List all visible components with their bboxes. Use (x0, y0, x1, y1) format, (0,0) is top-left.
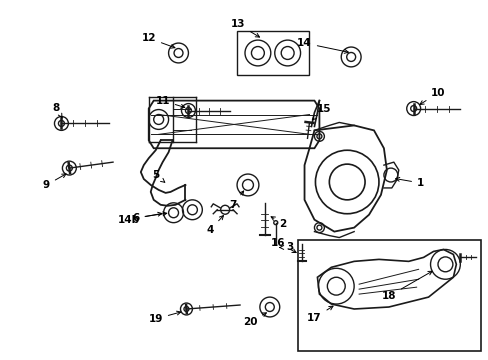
Text: 18: 18 (381, 271, 431, 301)
Text: 19: 19 (148, 311, 181, 324)
Text: 16: 16 (270, 238, 296, 253)
Bar (237, 31, 308, 75)
Text: 4: 4 (206, 216, 223, 235)
Text: 6: 6 (132, 212, 166, 223)
Text: 20: 20 (242, 313, 266, 327)
Text: 7: 7 (229, 191, 243, 210)
Text: 14b: 14b (118, 212, 162, 225)
Text: 15: 15 (312, 104, 331, 120)
Text: 9: 9 (43, 174, 66, 190)
Text: 1: 1 (395, 177, 424, 188)
Text: 17: 17 (306, 306, 332, 323)
Text: 3: 3 (279, 243, 293, 252)
Text: 5: 5 (152, 170, 164, 182)
Text: 11: 11 (155, 96, 184, 108)
Bar (297, 239, 480, 351)
Text: 12: 12 (141, 33, 175, 48)
Text: 8: 8 (53, 103, 62, 118)
Text: 14: 14 (297, 38, 347, 53)
Text: 13: 13 (230, 19, 259, 37)
Text: 10: 10 (419, 88, 445, 104)
Text: 2: 2 (270, 217, 286, 229)
